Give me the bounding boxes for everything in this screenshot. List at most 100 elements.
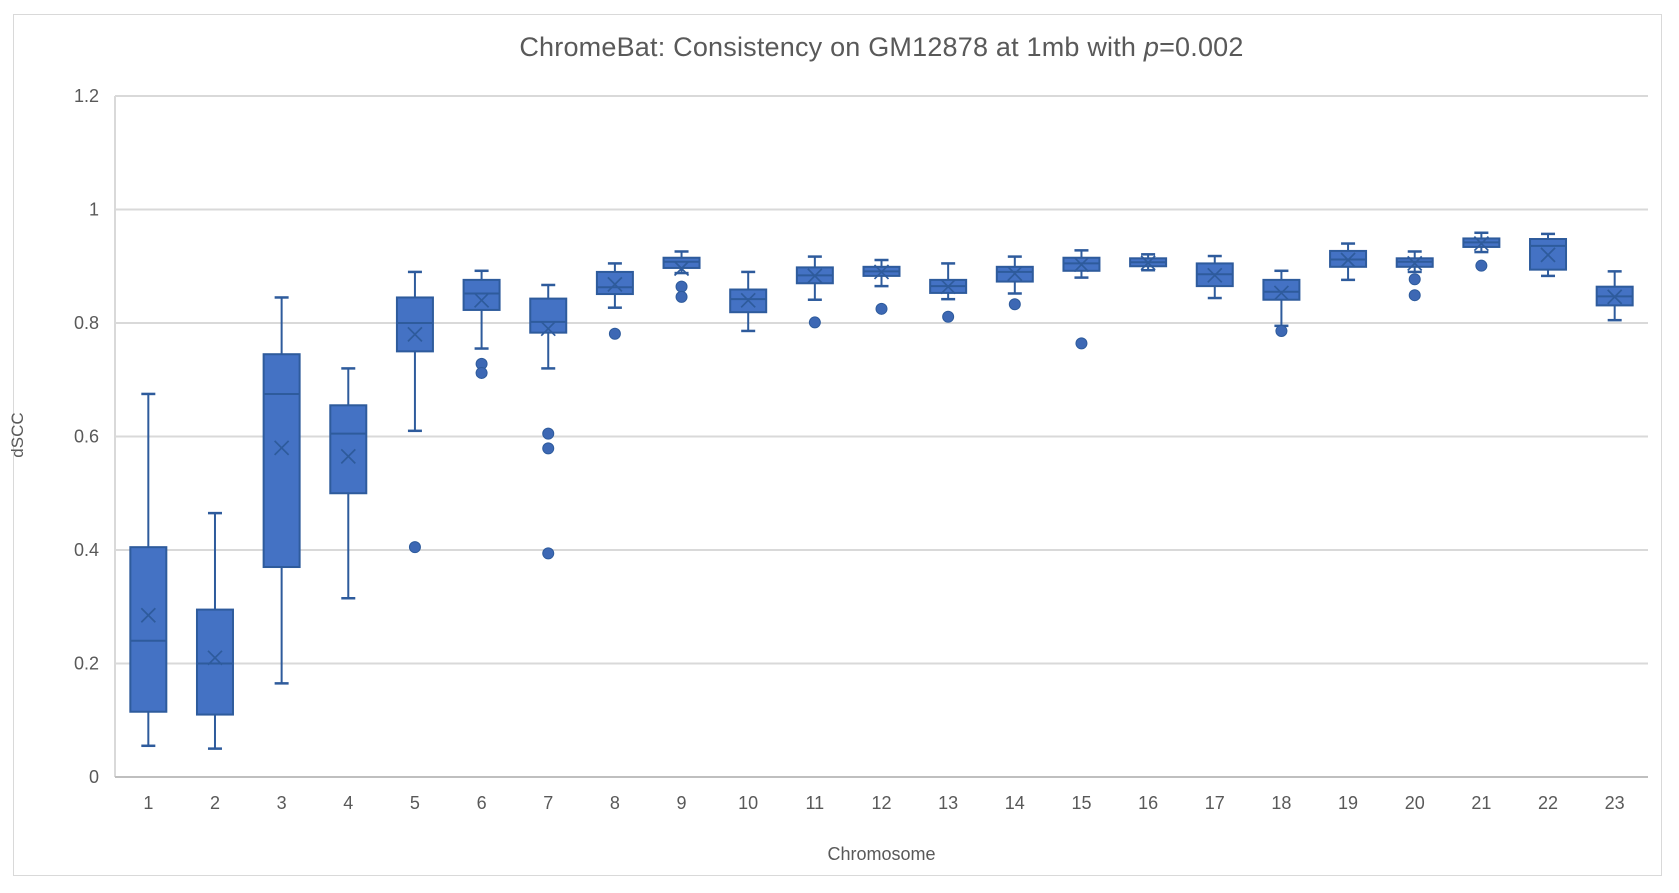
boxplot-chr-17 bbox=[1195, 254, 1234, 300]
boxplot-chr-6 bbox=[462, 269, 501, 379]
x-tick-label: 20 bbox=[1405, 793, 1425, 813]
x-tick-label: 14 bbox=[1005, 793, 1025, 813]
boxplot-chr-8 bbox=[595, 262, 634, 340]
boxplot-chr-7 bbox=[529, 283, 568, 560]
boxplot-chr-4 bbox=[329, 367, 368, 600]
x-tick-label: 19 bbox=[1338, 793, 1358, 813]
x-axis-title: Chromosome bbox=[827, 844, 936, 864]
boxplot-chr-18 bbox=[1262, 269, 1301, 337]
mean-marker bbox=[1273, 285, 1290, 301]
mean-marker bbox=[140, 607, 156, 623]
x-tick-label: 22 bbox=[1538, 793, 1558, 813]
x-tick-label: 9 bbox=[677, 793, 687, 813]
iqr-box bbox=[595, 270, 634, 296]
x-tick-label: 12 bbox=[871, 793, 891, 813]
boxplot-chr-15 bbox=[1062, 249, 1101, 350]
mean-marker bbox=[207, 650, 223, 666]
mean-marker bbox=[1007, 266, 1023, 282]
x-tick-label: 3 bbox=[277, 793, 287, 813]
mean-marker bbox=[473, 292, 490, 308]
y-tick-label: 0.4 bbox=[74, 540, 99, 560]
iqr-box bbox=[129, 546, 168, 713]
outlier-dot bbox=[542, 547, 555, 560]
mean-marker bbox=[540, 321, 556, 337]
chart-title-p-variable: p bbox=[1143, 32, 1160, 62]
x-tick-label: 4 bbox=[343, 793, 353, 813]
outlier-dot bbox=[808, 316, 821, 329]
boxplot-chr-19 bbox=[1329, 242, 1368, 282]
outlier-dot bbox=[608, 327, 621, 340]
boxplot-chr-12 bbox=[862, 258, 901, 315]
mean-marker bbox=[274, 440, 290, 456]
chart-title: ChromeBat: Consistency on GM12878 at 1mb… bbox=[115, 32, 1648, 63]
boxplot-chr-22 bbox=[1529, 232, 1568, 278]
outlier-dot bbox=[475, 366, 488, 379]
mean-marker bbox=[607, 276, 623, 293]
outlier-dot bbox=[1408, 273, 1421, 286]
iqr-box bbox=[262, 353, 301, 569]
x-tick-label: 6 bbox=[477, 793, 487, 813]
mean-marker bbox=[1473, 235, 1489, 252]
x-tick-label: 18 bbox=[1271, 793, 1291, 813]
outlier-dot bbox=[1075, 337, 1088, 350]
iqr-box bbox=[195, 608, 234, 716]
chart-title-suffix: =0.002 bbox=[1159, 32, 1244, 62]
boxplot-chr-10 bbox=[729, 270, 768, 333]
x-tick-label: 21 bbox=[1471, 793, 1491, 813]
x-tick-label: 10 bbox=[738, 793, 758, 813]
y-tick-label: 0.8 bbox=[74, 313, 99, 333]
mean-marker bbox=[1207, 267, 1223, 283]
outlier-dot bbox=[1275, 324, 1288, 337]
boxplot-chr-11 bbox=[795, 255, 834, 329]
x-tick-label: 11 bbox=[806, 793, 825, 813]
iqr-box bbox=[1262, 278, 1301, 301]
x-tick-label: 5 bbox=[410, 793, 420, 813]
boxplot-chr-5 bbox=[395, 270, 434, 554]
mean-marker bbox=[1073, 256, 1090, 273]
boxplot-chr-21 bbox=[1462, 231, 1501, 272]
boxplot-chr-2 bbox=[195, 511, 234, 750]
outlier-dot bbox=[542, 442, 555, 455]
iqr-box bbox=[529, 297, 568, 334]
boxplot-chr-16 bbox=[1129, 253, 1168, 272]
mean-marker bbox=[1340, 252, 1356, 268]
mean-marker bbox=[1140, 255, 1156, 271]
x-tick-label: 8 bbox=[610, 793, 620, 813]
mean-marker bbox=[873, 264, 890, 280]
chart-title-text: ChromeBat: Consistency on GM12878 at 1mb… bbox=[519, 32, 1144, 62]
outlier-dot bbox=[1475, 259, 1488, 272]
x-tick-label: 1 bbox=[143, 793, 153, 813]
x-tick-label: 23 bbox=[1605, 793, 1625, 813]
outlier-dot bbox=[875, 302, 888, 315]
boxplot-chr-13 bbox=[929, 262, 968, 323]
mean-marker bbox=[1607, 289, 1623, 305]
y-tick-label: 0.6 bbox=[74, 427, 99, 447]
iqr-box bbox=[395, 296, 434, 353]
outlier-dot bbox=[1008, 298, 1021, 311]
mean-marker bbox=[1540, 247, 1556, 263]
boxplot-chr-1 bbox=[129, 392, 168, 748]
mean-marker bbox=[673, 260, 690, 277]
x-tick-label: 13 bbox=[938, 793, 958, 813]
mean-marker bbox=[340, 448, 356, 464]
mean-marker bbox=[1407, 255, 1423, 272]
x-tick-label: 16 bbox=[1138, 793, 1158, 813]
y-tick-label: 0.2 bbox=[74, 654, 99, 674]
outlier-dot bbox=[408, 541, 421, 554]
x-tick-label: 15 bbox=[1071, 793, 1091, 813]
iqr-box bbox=[462, 278, 501, 311]
outlier-dot bbox=[942, 310, 955, 323]
x-tick-label: 17 bbox=[1205, 793, 1225, 813]
mean-marker bbox=[807, 268, 823, 284]
outlier-dot bbox=[542, 427, 555, 440]
x-tick-label: 7 bbox=[543, 793, 553, 813]
boxplot-chr-14 bbox=[995, 255, 1034, 311]
boxplot-chr-3 bbox=[262, 296, 301, 685]
boxplot-chr-20 bbox=[1395, 250, 1434, 302]
outlier-dot bbox=[675, 280, 688, 293]
outlier-dot bbox=[1408, 289, 1421, 302]
y-tick-label: 0 bbox=[89, 767, 99, 787]
iqr-box bbox=[662, 256, 701, 269]
iqr-box bbox=[329, 404, 368, 495]
